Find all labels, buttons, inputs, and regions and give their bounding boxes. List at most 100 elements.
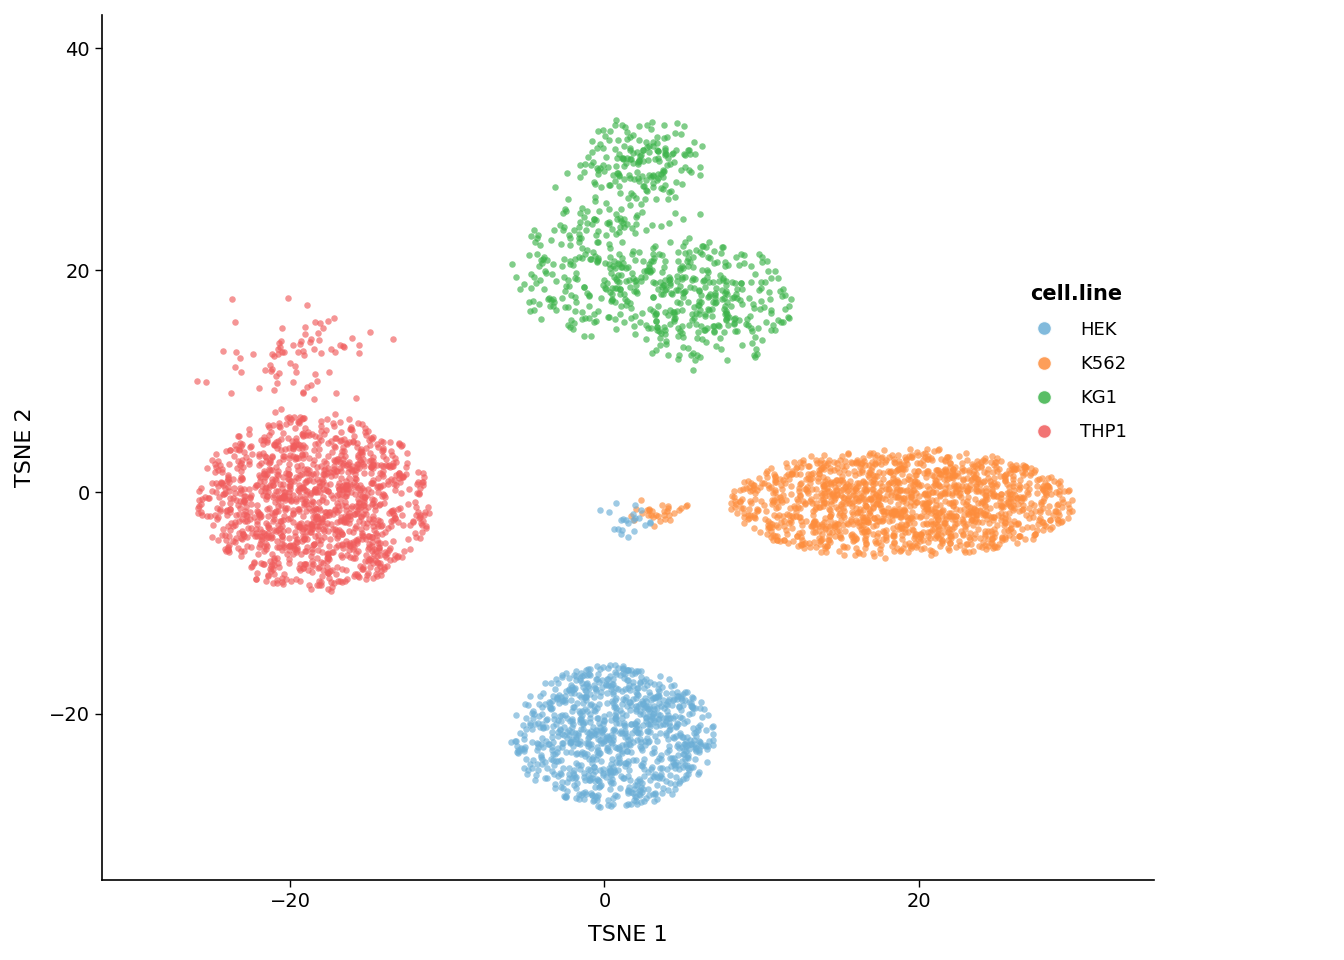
Point	[254, 539, 276, 554]
Point	[934, 452, 956, 468]
Point	[867, 468, 888, 483]
Point	[852, 524, 874, 540]
Point	[258, 520, 280, 536]
Point	[763, 507, 785, 522]
Point	[599, 763, 621, 779]
Point	[962, 504, 984, 519]
Point	[540, 694, 562, 709]
Point	[218, 518, 239, 534]
Point	[917, 451, 938, 467]
Point	[620, 508, 641, 523]
Point	[332, 483, 353, 498]
Point	[663, 306, 684, 322]
Point	[622, 145, 644, 160]
Point	[527, 739, 548, 755]
Point	[886, 464, 907, 479]
Point	[828, 507, 849, 522]
Point	[652, 770, 673, 785]
Point	[817, 470, 839, 486]
Point	[656, 761, 677, 777]
Point	[716, 309, 738, 324]
Point	[241, 488, 262, 503]
Point	[785, 461, 806, 476]
Point	[859, 465, 880, 480]
Point	[302, 509, 324, 524]
Point	[824, 474, 845, 490]
Point	[613, 691, 634, 707]
Point	[644, 251, 665, 266]
Point	[668, 698, 689, 713]
Point	[605, 142, 626, 157]
Point	[917, 495, 938, 511]
Point	[996, 467, 1017, 482]
Point	[219, 505, 241, 520]
Point	[848, 490, 870, 505]
Point	[777, 507, 798, 522]
Point	[305, 465, 327, 480]
Point	[792, 524, 813, 540]
Point	[276, 571, 297, 587]
Point	[321, 544, 343, 560]
Point	[573, 722, 594, 737]
Point	[668, 748, 689, 763]
Point	[667, 282, 688, 298]
Point	[999, 491, 1020, 506]
Point	[653, 277, 675, 293]
Point	[505, 269, 527, 284]
Point	[771, 494, 793, 510]
Point	[598, 216, 620, 231]
Point	[906, 494, 927, 510]
Point	[379, 540, 401, 556]
Point	[921, 516, 942, 532]
Point	[344, 474, 366, 490]
Point	[577, 150, 598, 165]
Point	[638, 501, 660, 516]
Point	[755, 466, 777, 481]
Point	[762, 532, 784, 547]
Point	[640, 724, 661, 739]
Point	[347, 456, 368, 471]
Point	[667, 716, 688, 732]
Point	[749, 524, 770, 540]
Point	[614, 758, 636, 774]
Point	[656, 726, 677, 741]
Point	[688, 283, 710, 299]
Point	[582, 217, 603, 232]
Point	[731, 276, 753, 291]
Point	[274, 485, 296, 500]
Point	[977, 469, 999, 485]
Point	[642, 289, 664, 304]
Point	[917, 464, 938, 479]
Point	[981, 536, 1003, 551]
Point	[234, 528, 255, 543]
Point	[965, 526, 986, 541]
Point	[646, 320, 668, 335]
Point	[777, 309, 798, 324]
Point	[868, 496, 890, 512]
Point	[417, 500, 438, 516]
Point	[943, 481, 965, 496]
Point	[237, 509, 258, 524]
Point	[976, 490, 997, 505]
Point	[665, 755, 687, 770]
Point	[290, 333, 312, 348]
Point	[211, 527, 233, 542]
Point	[911, 541, 933, 557]
Point	[642, 787, 664, 803]
Point	[801, 448, 823, 464]
Point	[599, 294, 621, 309]
Point	[931, 534, 953, 549]
Point	[297, 424, 319, 440]
Point	[329, 514, 351, 529]
Point	[650, 747, 672, 762]
Point	[567, 695, 589, 710]
Point	[691, 263, 712, 278]
Point	[278, 542, 300, 558]
Point	[667, 738, 688, 754]
Point	[866, 496, 887, 512]
Point	[505, 707, 527, 722]
Point	[982, 509, 1004, 524]
Point	[810, 452, 832, 468]
Point	[340, 536, 362, 551]
Point	[886, 485, 907, 500]
